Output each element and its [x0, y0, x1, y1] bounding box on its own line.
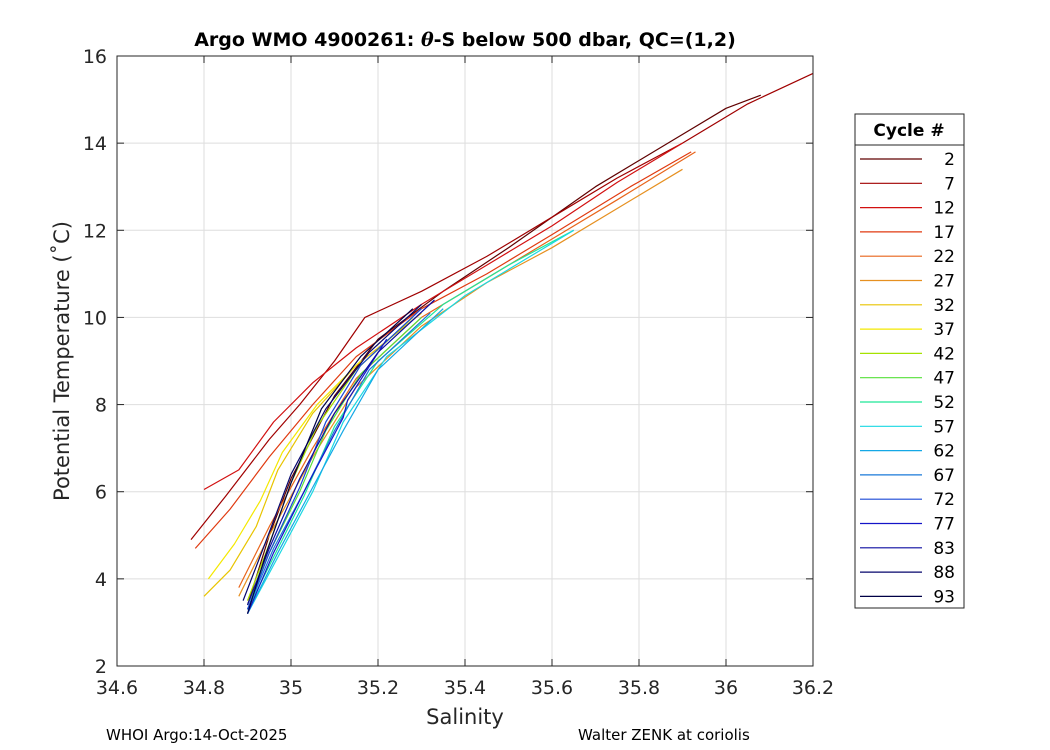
chart-title: Argo WMO 4900261: θ-S below 500 dbar, QC… [194, 29, 736, 51]
y-tick-label: 4 [95, 569, 107, 591]
legend-label-88: 88 [933, 563, 955, 583]
x-tick-label: 36 [714, 677, 738, 699]
series-line-cycle-77 [246, 338, 388, 614]
legend: Cycle # 27121722273237424752576267727783… [854, 113, 965, 609]
x-tick-label: 34.6 [96, 677, 138, 699]
x-tick-label: 35.4 [444, 677, 486, 699]
x-tick-label: 35.2 [357, 677, 399, 699]
series-line-cycle-12 [203, 142, 683, 491]
legend-label-83: 83 [933, 539, 955, 559]
series-layer [190, 72, 814, 614]
legend-label-93: 93 [933, 587, 955, 607]
legend-label-72: 72 [933, 490, 955, 510]
series-line-cycle-27 [238, 168, 683, 597]
legend-label-32: 32 [933, 296, 955, 316]
series-line-cycle-83 [246, 299, 435, 606]
x-tick-label: 34.8 [183, 677, 225, 699]
y-tick-label: 10 [83, 307, 107, 329]
y-tick-label: 14 [83, 133, 107, 155]
series-line-cycle-62 [246, 308, 444, 614]
chart-title-suffix: -S below 500 dbar, QC=(1,2) [434, 29, 736, 51]
y-tick-label: 2 [95, 656, 107, 678]
series-line-cycle-17 [194, 151, 692, 549]
legend-box [854, 113, 965, 609]
y-tick-label: 16 [83, 46, 107, 68]
legend-label-52: 52 [933, 393, 955, 413]
chart-title-prefix: Argo WMO 4900261: [194, 29, 421, 51]
legend-title: Cycle # [873, 121, 944, 141]
legend-label-2: 2 [944, 150, 955, 170]
x-axis-label: Salinity [426, 705, 504, 729]
chart-title-theta: θ [421, 29, 434, 51]
legend-label-47: 47 [933, 369, 955, 389]
footer-credit: Walter ZENK at coriolis [578, 726, 750, 744]
series-line-cycle-57 [246, 229, 575, 614]
y-tick-label: 12 [83, 220, 107, 242]
legend-label-62: 62 [933, 442, 955, 462]
y-tick-label: 6 [95, 482, 107, 504]
legend-label-12: 12 [933, 199, 955, 219]
legend-label-37: 37 [933, 320, 955, 340]
y-tick-label: 8 [95, 395, 107, 417]
legend-label-17: 17 [933, 223, 955, 243]
x-tick-label: 35.8 [618, 677, 660, 699]
y-axis-label: Potential Temperature (˚C) [50, 221, 74, 501]
x-tick-label: 35 [279, 677, 303, 699]
legend-label-77: 77 [933, 515, 955, 535]
x-tick-label: 35.6 [531, 677, 573, 699]
footer-source: WHOI Argo:14-Oct-2025 [106, 726, 288, 744]
legend-label-57: 57 [933, 417, 955, 437]
legend-label-42: 42 [933, 344, 955, 364]
series-line-cycle-37 [207, 360, 362, 580]
legend-label-7: 7 [944, 174, 955, 194]
axis-ticks: 34.6 34.8 35 35.2 35.4 35.6 35.8 36 36.2 2 4 6 8 10 12… [83, 46, 834, 699]
legend-label-67: 67 [933, 466, 955, 486]
x-tick-label: 36.2 [792, 677, 834, 699]
series-line-cycle-93 [246, 308, 414, 614]
legend-label-27: 27 [933, 272, 955, 292]
series-line-cycle-67 [246, 312, 431, 610]
legend-label-22: 22 [933, 247, 955, 267]
